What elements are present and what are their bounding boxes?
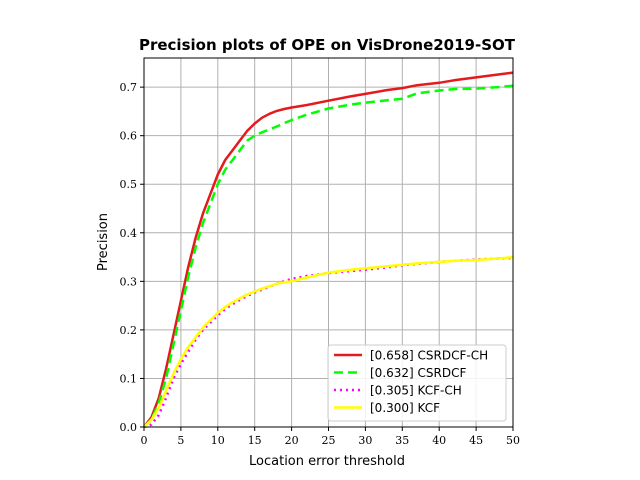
series-line-3 [143,255,514,428]
legend: [0.658] CSRDCF-CH [0.632] CSRDCF [0.305] K… [327,344,507,422]
legend-label-0: [0.658] CSRDCF-CH [370,349,488,363]
y-tick-label: 0.7 [120,81,138,94]
legend-label-1: [0.632] CSRDCF [370,366,466,380]
x-tick-label: 30 [358,434,372,447]
legend-box [327,344,507,422]
x-tick-label: 45 [469,434,483,447]
y-axis-label: Precision [96,213,111,271]
axis-ticks: 0 5 10 15 20 25 30 35 40 45 50 0.0 0.1 0.2 0.3 0.4 0.5 0.… [120,81,521,447]
x-tick-label: 35 [395,434,409,447]
y-tick-label: 0.4 [120,227,138,240]
x-tick-label: 0 [141,434,148,447]
x-tick-label: 20 [285,434,299,447]
legend-label-3: [0.300] KCF [370,401,440,415]
series-line-1 [143,84,514,428]
x-axis-label: Location error threshold [249,454,405,469]
y-tick-label: 0.2 [120,324,138,337]
y-tick-label: 0.1 [120,372,138,385]
y-tick-label: 0.5 [120,178,138,191]
legend-label-2: [0.305] KCF-CH [370,384,462,398]
y-tick-label: 0.3 [120,275,138,288]
x-tick-label: 40 [432,434,446,447]
x-tick-label: 5 [177,434,184,447]
y-tick-label: 0.6 [120,130,138,143]
series-lines [143,71,514,429]
x-tick-label: 50 [506,434,520,447]
chart-title: Precision plots of OPE on VisDrone2019-S… [139,36,516,54]
y-tick-label: 0.0 [120,421,138,434]
x-tick-label: 25 [322,434,336,447]
x-tick-label: 15 [248,434,262,447]
series-line-0 [143,71,514,428]
x-tick-label: 10 [211,434,225,447]
